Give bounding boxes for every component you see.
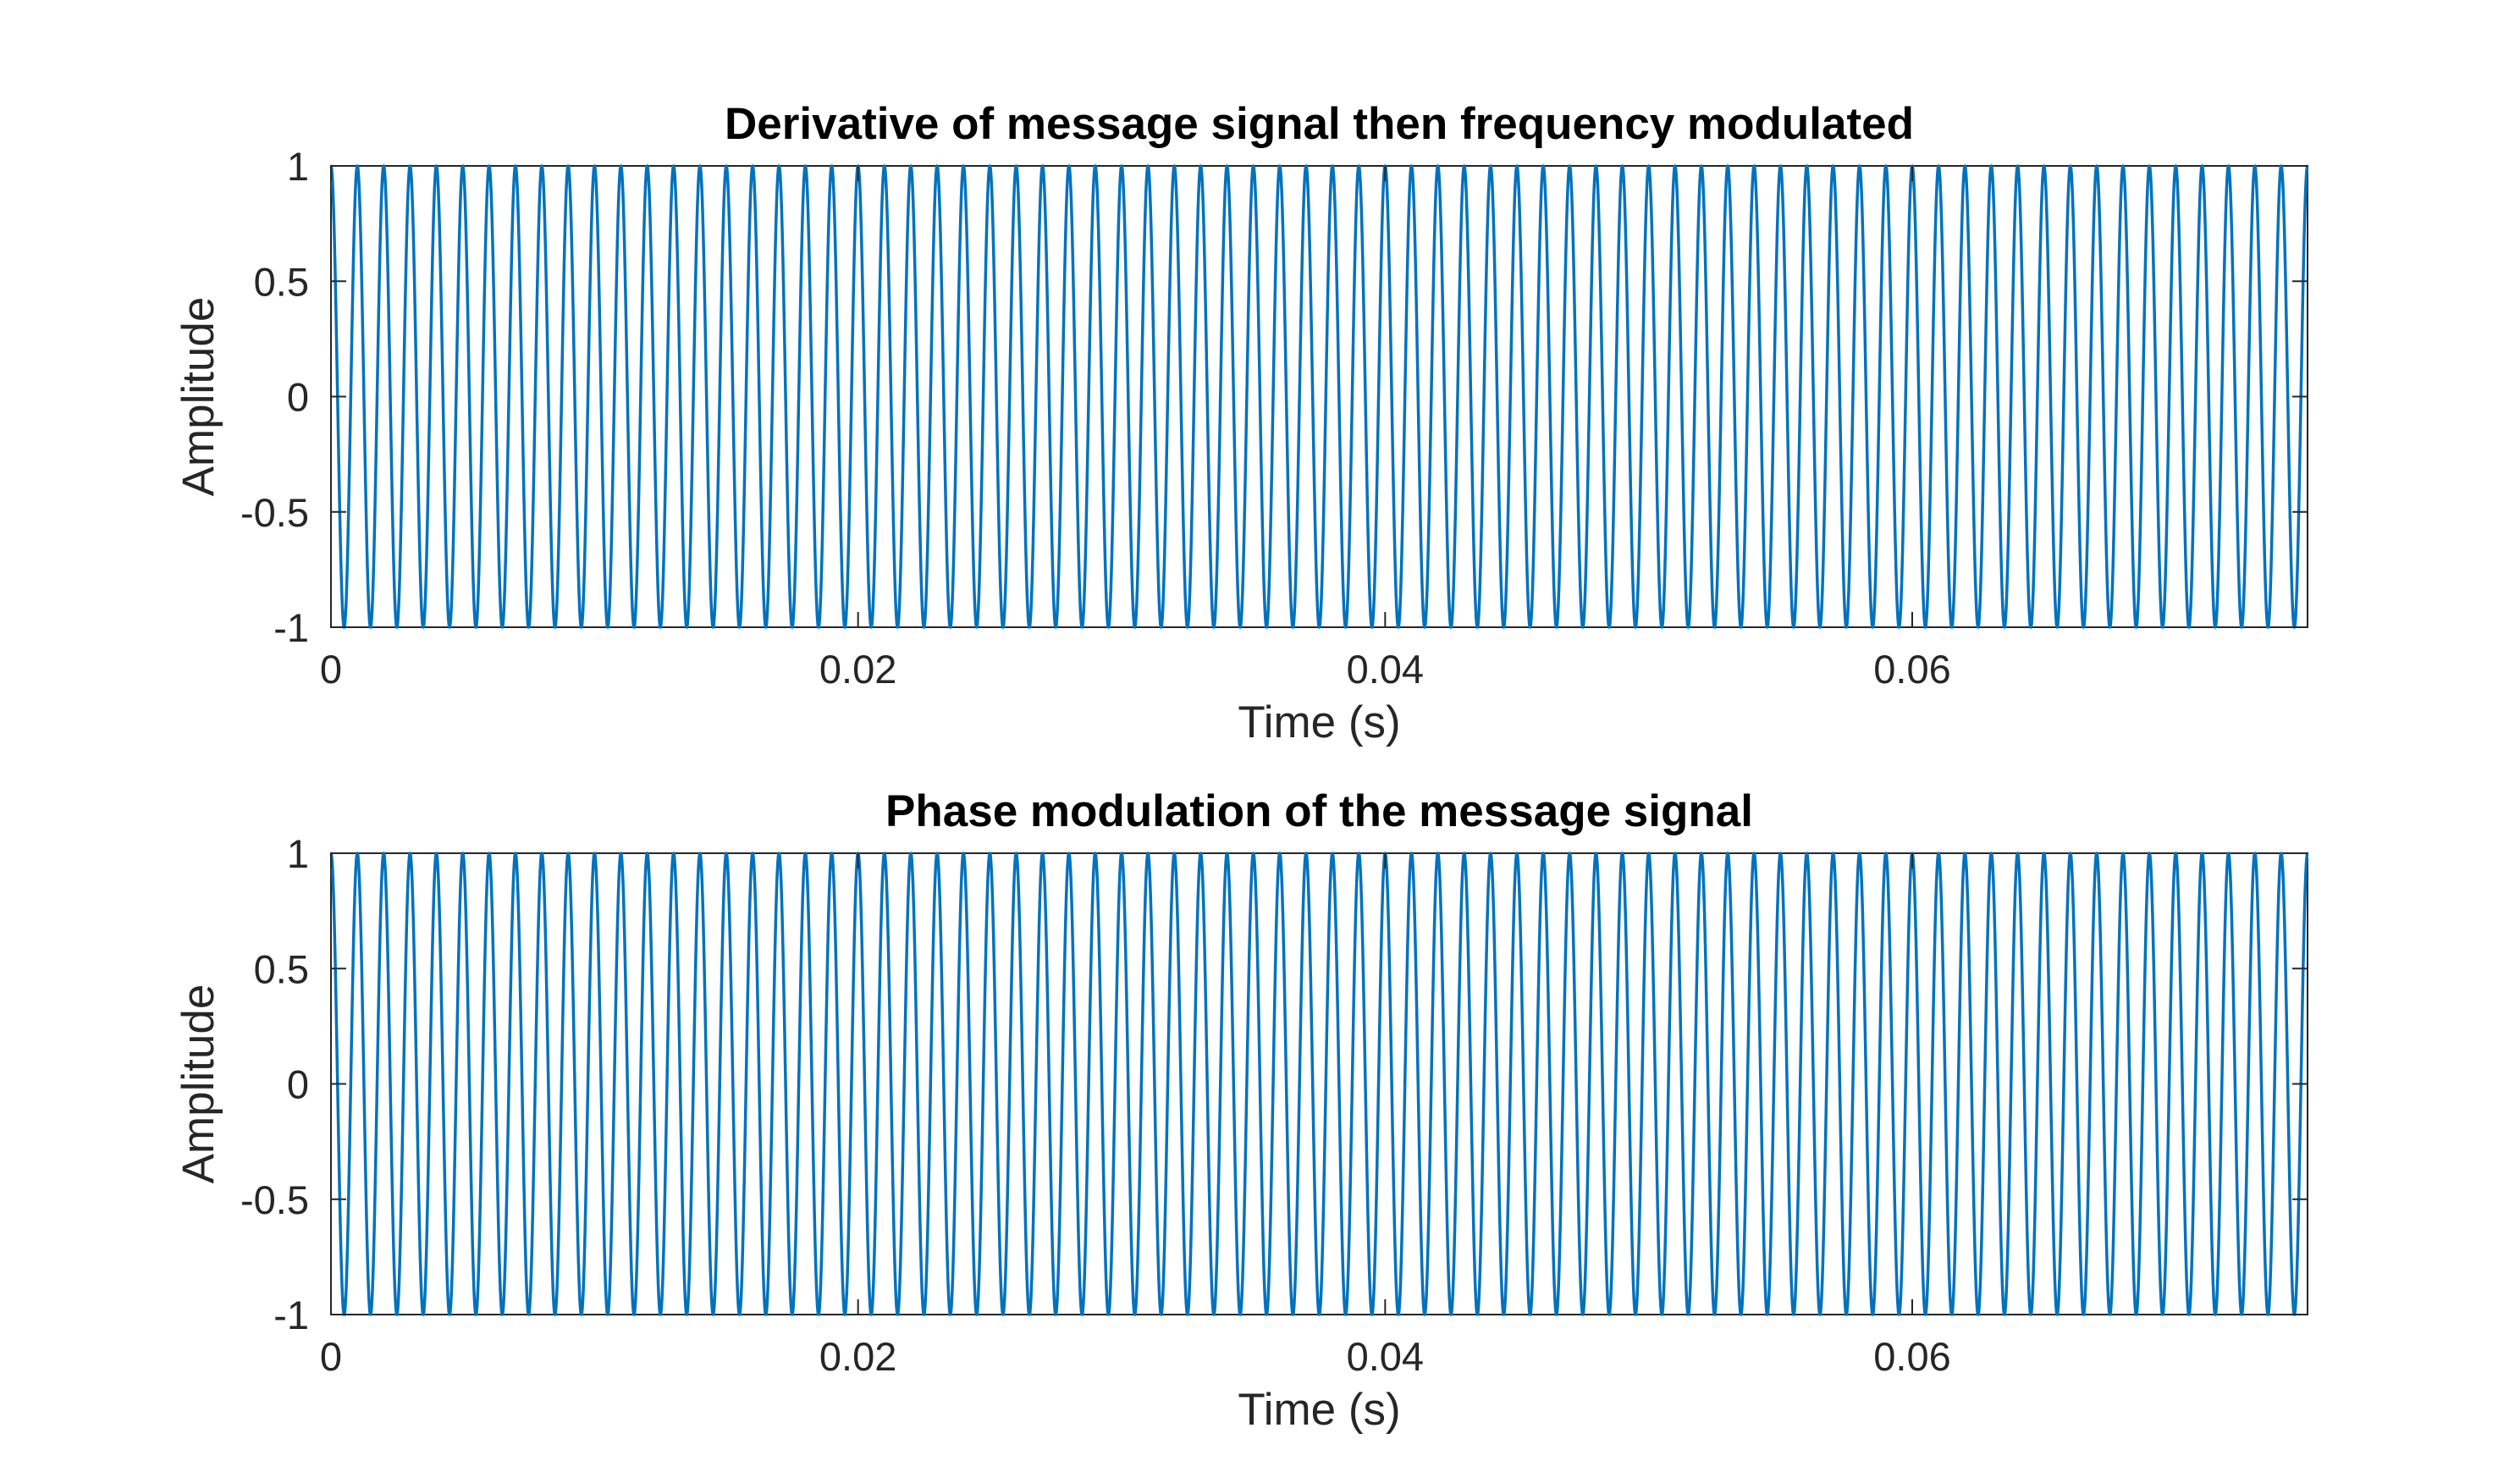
y-tick-label: -0.5 — [240, 1177, 309, 1222]
y-tick-label: -1 — [273, 605, 309, 650]
series-line — [329, 164, 2309, 629]
x-tick-label: 0 — [320, 1334, 342, 1379]
y-tick-label: -0.5 — [240, 490, 309, 535]
chart-title: Derivative of message signal then freque… — [725, 99, 1914, 149]
y-axis-label: Amplitude — [174, 297, 223, 497]
x-tick-label: 0.04 — [1347, 647, 1424, 692]
bottom-subplot: 0 0.02 0.04 0.06 -1 -0.5 0 0.5 1 Phase modulation… — [174, 786, 2309, 1435]
x-tick-label: 0.06 — [1873, 647, 1950, 692]
x-tick-label: 0 — [320, 647, 342, 692]
x-axis-label: Time (s) — [1238, 1385, 1400, 1435]
y-tick-label: 0.5 — [254, 259, 309, 304]
plot-area — [330, 165, 2308, 628]
x-tick-label: 0.02 — [819, 647, 896, 692]
x-tick-label: 0.04 — [1347, 1334, 1424, 1379]
y-tick-label: 0.5 — [254, 946, 309, 991]
chart-title: Phase modulation of the message signal — [885, 786, 1753, 836]
top-subplot: 0 0.02 0.04 0.06 -1 -0.5 0 0.5 1 Derivative of me… — [174, 99, 2309, 747]
series-line — [329, 852, 2309, 1316]
x-axis-label: Time (s) — [1238, 697, 1400, 747]
x-tick-label: 0.02 — [819, 1334, 896, 1379]
y-tick-label: 1 — [287, 144, 309, 189]
y-tick-label: 1 — [287, 831, 309, 876]
y-axis-label: Amplitude — [174, 984, 223, 1184]
y-tick-label: 0 — [287, 1062, 309, 1107]
y-tick-label: 0 — [287, 375, 309, 420]
plot-area — [330, 852, 2308, 1315]
y-tick-label: -1 — [273, 1293, 309, 1337]
x-tick-label: 0.06 — [1873, 1334, 1950, 1379]
